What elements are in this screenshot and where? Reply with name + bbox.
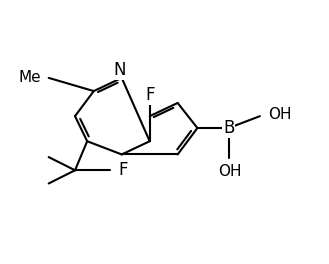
Text: F: F xyxy=(118,161,128,179)
Text: OH: OH xyxy=(268,107,291,122)
Text: B: B xyxy=(223,119,234,137)
Text: OH: OH xyxy=(218,164,241,179)
Text: F: F xyxy=(145,86,154,103)
Text: Me: Me xyxy=(19,70,41,84)
Text: N: N xyxy=(114,62,126,79)
